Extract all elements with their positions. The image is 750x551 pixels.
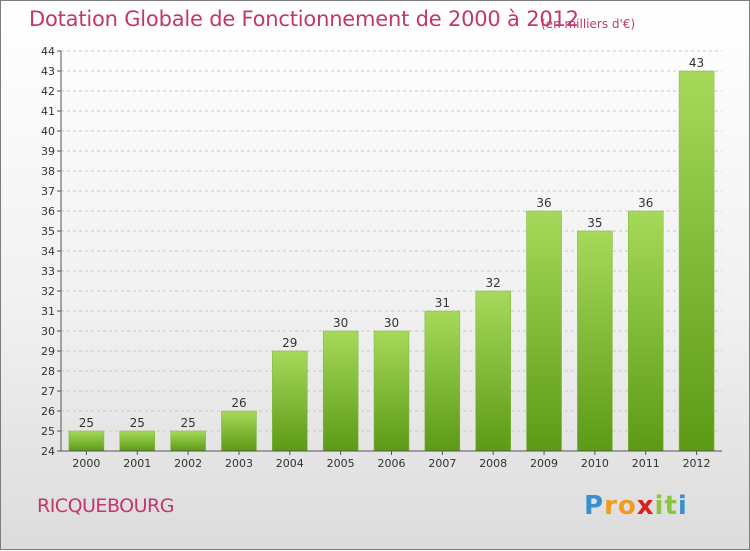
x-tick-label-2002: 2002: [174, 457, 202, 470]
x-tick-label-2001: 2001: [123, 457, 151, 470]
bar-2010: [577, 230, 613, 452]
proxiti-logo: Proxiti: [584, 491, 688, 521]
value-label-2011: 36: [638, 196, 653, 210]
chart-title: Dotation Globale de Fonctionnement de 20…: [29, 7, 579, 31]
y-tick-label: 25: [41, 425, 55, 438]
y-tick-label: 42: [41, 85, 55, 98]
y-tick-label: 27: [41, 385, 55, 398]
x-tick-label-2007: 2007: [428, 457, 456, 470]
logo-letter: i: [654, 491, 665, 521]
x-tick-label-2008: 2008: [479, 457, 507, 470]
value-label-2001: 25: [130, 416, 145, 430]
bars: [68, 70, 715, 452]
x-tick-label-2012: 2012: [683, 457, 711, 470]
logo-letter: t: [664, 491, 678, 521]
value-label-2002: 25: [180, 416, 195, 430]
bar-2007: [424, 310, 461, 452]
logo-letter: x: [636, 491, 655, 521]
value-label-2005: 30: [333, 316, 348, 330]
bar-2009: [526, 210, 562, 452]
logo-letter: r: [604, 491, 618, 521]
value-label-2004: 29: [282, 336, 297, 350]
bar-2004: [272, 350, 308, 452]
y-tick-label: 30: [41, 325, 55, 338]
bar-2002: [170, 430, 206, 452]
value-label-2009: 36: [536, 196, 551, 210]
y-tick-label: 34: [41, 245, 55, 258]
y-tick-label: 41: [41, 105, 55, 118]
x-tick-label-2004: 2004: [276, 457, 304, 470]
commune-name: RICQUEBOURG: [37, 495, 174, 517]
y-tick-label: 36: [41, 205, 55, 218]
value-label-2010: 35: [587, 216, 602, 230]
axes: [60, 51, 722, 452]
value-label-2006: 30: [384, 316, 399, 330]
logo-letter: P: [584, 491, 605, 521]
value-labels: 25 25 25 26 29 30 30 31 32 36 35 36 43: [79, 56, 704, 430]
y-tick-label: 43: [41, 65, 55, 78]
x-tick-label-2006: 2006: [378, 457, 406, 470]
value-label-2000: 25: [79, 416, 94, 430]
bar-2006: [373, 330, 410, 452]
bar-2011: [627, 210, 664, 452]
chart-subtitle: (en milliers d'€): [541, 17, 636, 31]
bar-2012: [678, 70, 715, 452]
y-tick-label: 35: [41, 225, 55, 238]
y-tick-label: 38: [41, 165, 55, 178]
value-label-2008: 32: [486, 276, 501, 290]
y-tick-label: 26: [41, 405, 55, 418]
value-label-2003: 26: [231, 396, 246, 410]
y-tick-label: 37: [41, 185, 55, 198]
bar-2001: [119, 430, 156, 452]
bar-2005: [322, 330, 359, 452]
x-axis-ticks: 2000 2001 2002 2003 2004 2005 2006 2007 2008 2009…: [72, 451, 711, 470]
bar-2000: [68, 430, 105, 452]
y-tick-label: 31: [41, 305, 55, 318]
bar-2008: [475, 290, 511, 452]
y-tick-label: 33: [41, 265, 55, 278]
y-tick-label: 29: [41, 345, 55, 358]
x-tick-label-2011: 2011: [632, 457, 660, 470]
y-tick-label: 39: [41, 145, 55, 158]
y-tick-label: 28: [41, 365, 55, 378]
x-tick-label-2009: 2009: [530, 457, 558, 470]
x-tick-label-2005: 2005: [327, 457, 355, 470]
x-tick-label-2003: 2003: [225, 457, 253, 470]
x-tick-label-2010: 2010: [581, 457, 609, 470]
value-label-2007: 31: [435, 296, 450, 310]
y-tick-label: 40: [41, 125, 55, 138]
y-axis-ticks: 24 25 26 27 28 29 30 31 32 33 34 35 36 37 38 39 40 41 42 43…: [41, 45, 61, 458]
logo-letter: o: [617, 491, 637, 521]
x-tick-label-2000: 2000: [72, 457, 100, 470]
bar-2003: [221, 410, 257, 452]
y-tick-label: 24: [41, 445, 55, 458]
logo-letter: i: [677, 491, 688, 521]
y-tick-label: 32: [41, 285, 55, 298]
y-tick-label: 44: [41, 45, 55, 58]
value-label-2012: 43: [689, 56, 704, 70]
